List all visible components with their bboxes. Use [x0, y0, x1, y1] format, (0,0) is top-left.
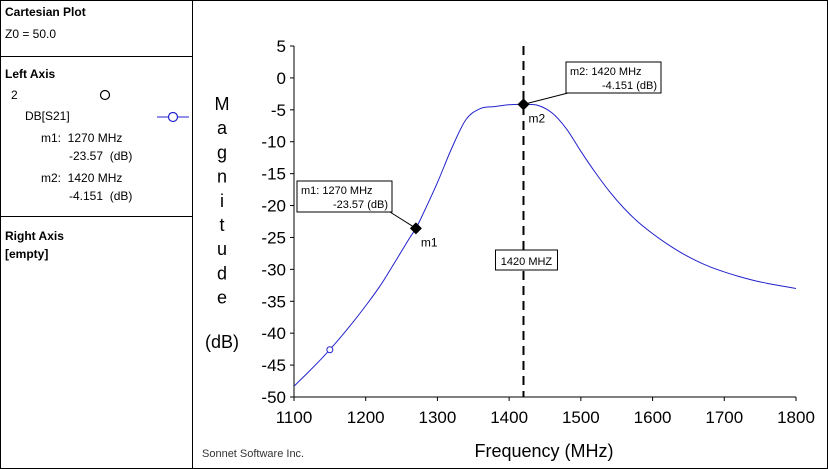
left-axis-section: Left Axis 2 DB[S21] m1: 1270 MHz -23.57 …: [1, 57, 192, 217]
plot-title: Cartesian Plot: [5, 5, 86, 19]
legend-m1-label: m1: 1270 MHz: [41, 131, 123, 145]
y-tick-label: -5: [271, 101, 286, 120]
trace-legend-symbol-icon: [157, 111, 189, 123]
x-tick-label: 1800: [777, 408, 815, 427]
marker-name-m2: m2: [528, 111, 545, 125]
marker-callout-line1: m2: 1420 MHz: [570, 66, 642, 78]
y-label-letter: e: [217, 288, 227, 308]
y-label-letter: n: [217, 167, 227, 187]
trace-layer: [293, 103, 797, 387]
y-label-letter: d: [217, 263, 227, 283]
y-label-letter: i: [220, 191, 224, 211]
x-tick-label: 1400: [490, 408, 528, 427]
right-axis-value: [empty]: [5, 247, 49, 261]
y-tick-label: -30: [261, 260, 286, 279]
y-tick-label: -45: [261, 356, 286, 375]
right-axis-title: Right Axis: [5, 229, 64, 243]
y-label-letter: a: [217, 118, 228, 138]
y-label-unit: (dB): [205, 332, 239, 352]
left-axis-title: Left Axis: [5, 67, 56, 81]
marker-name-m1: m1: [421, 235, 438, 249]
y-tick-label: -40: [261, 324, 286, 343]
x-tick-label: 1300: [419, 408, 457, 427]
reference-line-label: 1420 MHZ: [501, 256, 553, 268]
legend-panel: Cartesian Plot Z0 = 50.0 Left Axis 2 DB[…: [1, 1, 193, 468]
y-tick-label: -10: [261, 133, 286, 152]
marker-callout-line1: m1: 1270 MHz: [301, 185, 373, 197]
credit-text: Sonnet Software Inc.: [202, 448, 304, 460]
trace-symbol: [326, 346, 334, 354]
marker-callout-line2: -4.151 (dB): [602, 80, 657, 92]
y-tick-label: -20: [261, 197, 286, 216]
x-tick-label: 1200: [347, 408, 385, 427]
x-tick-label: 1700: [705, 408, 743, 427]
legend-m2-value: -4.151 (dB): [69, 189, 133, 203]
y-tick-label: 0: [277, 69, 286, 88]
marker-callout-m1: [296, 180, 393, 213]
legend-m1-value: -23.57 (dB): [69, 149, 133, 163]
marker-callout-m2: [565, 61, 662, 94]
x-tick-label: 1500: [562, 408, 600, 427]
marker-diamond-m1[interactable]: [409, 222, 422, 235]
plot-info-section: Cartesian Plot Z0 = 50.0: [1, 1, 192, 57]
y-label-letter: t: [219, 215, 224, 235]
right-axis-section: Right Axis [empty]: [1, 217, 192, 467]
y-label-letter: M: [215, 94, 230, 114]
trace-legend-label[interactable]: DB[S21]: [25, 109, 70, 123]
marker-callout-line2: -23.57 (dB): [333, 199, 388, 211]
x-tick-label: 1100: [276, 408, 313, 427]
x-tick-label: 1600: [634, 408, 672, 427]
z0-label: Z0 = 50.0: [5, 27, 57, 41]
marker-leader-m2: [523, 92, 569, 105]
marker-diamond-m2[interactable]: [517, 98, 530, 111]
y-tick-label: -15: [261, 165, 286, 184]
marker-leader-m1: [389, 211, 417, 229]
y-tick-label: -50: [261, 388, 286, 407]
legend-m2-label: m2: 1420 MHz: [41, 171, 123, 185]
axis-circle-icon: [99, 89, 111, 101]
x-axis-label: Frequency (MHz): [474, 441, 613, 461]
y-label-letter: g: [217, 142, 227, 162]
y-label-letter: u: [217, 239, 227, 259]
y-tick-label: -25: [261, 228, 286, 247]
y-tick-label: -35: [261, 292, 286, 311]
reference-line-label-box: [494, 249, 558, 271]
markers-layer: m1: 1270 MHz -23.57 (dB) m1 m2: 1420 MHz -4.…: [296, 61, 662, 249]
left-axis-count: 2: [11, 88, 18, 102]
series-line-DB[S21]: [293, 103, 797, 387]
y-tick-label: 5: [277, 37, 286, 56]
